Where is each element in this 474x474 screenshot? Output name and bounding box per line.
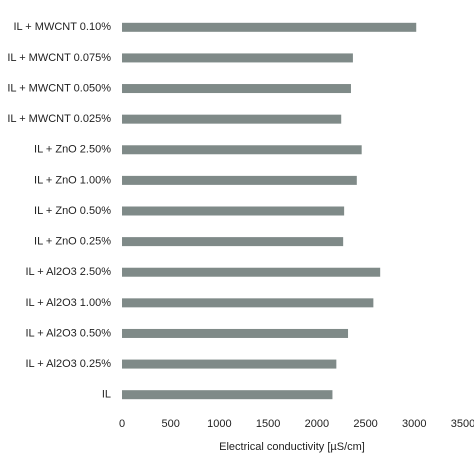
y-tick-label: IL + ZnO 1.00% bbox=[34, 174, 111, 186]
bar bbox=[122, 298, 374, 308]
y-tick-label: IL + Al2O3 0.50% bbox=[25, 327, 111, 339]
y-tick-label: IL + MWCNT 0.10% bbox=[13, 21, 111, 33]
bar bbox=[122, 328, 349, 338]
x-tick-label: 2000 bbox=[305, 418, 329, 430]
x-tick-label: 500 bbox=[162, 418, 180, 430]
bar bbox=[122, 359, 337, 369]
x-tick-label: 3500 bbox=[451, 418, 474, 430]
y-tick-label: IL + ZnO 0.25% bbox=[34, 236, 111, 248]
x-tick-label: 0 bbox=[119, 418, 125, 430]
y-tick-label: IL + ZnO 2.50% bbox=[34, 144, 111, 156]
bar bbox=[122, 114, 342, 124]
bar bbox=[122, 22, 417, 32]
bar bbox=[122, 267, 381, 277]
bar bbox=[122, 390, 333, 400]
y-tick-label: IL + Al2O3 1.00% bbox=[25, 297, 111, 309]
y-tick-label: IL + ZnO 0.50% bbox=[34, 205, 111, 217]
x-tick-label: 2500 bbox=[353, 418, 377, 430]
x-tick-label: 3000 bbox=[402, 418, 426, 430]
y-tick-label: IL + MWCNT 0.075% bbox=[7, 52, 111, 64]
bar bbox=[122, 145, 362, 155]
x-axis-label: Electrical conductivity [µS/cm] bbox=[219, 441, 365, 453]
bar bbox=[122, 53, 353, 63]
bar bbox=[122, 84, 351, 94]
x-tick-label: 1000 bbox=[207, 418, 231, 430]
x-tick-label: 1500 bbox=[256, 418, 280, 430]
bar bbox=[122, 175, 357, 185]
y-tick-label: IL bbox=[102, 389, 111, 401]
y-tick-label: IL + Al2O3 2.50% bbox=[25, 266, 111, 278]
bar bbox=[122, 237, 344, 247]
bar bbox=[122, 206, 345, 216]
y-tick-label: IL + MWCNT 0.025% bbox=[7, 113, 111, 125]
y-tick-label: IL + Al2O3 0.25% bbox=[25, 358, 111, 370]
y-tick-label: IL + MWCNT 0.050% bbox=[7, 82, 111, 94]
